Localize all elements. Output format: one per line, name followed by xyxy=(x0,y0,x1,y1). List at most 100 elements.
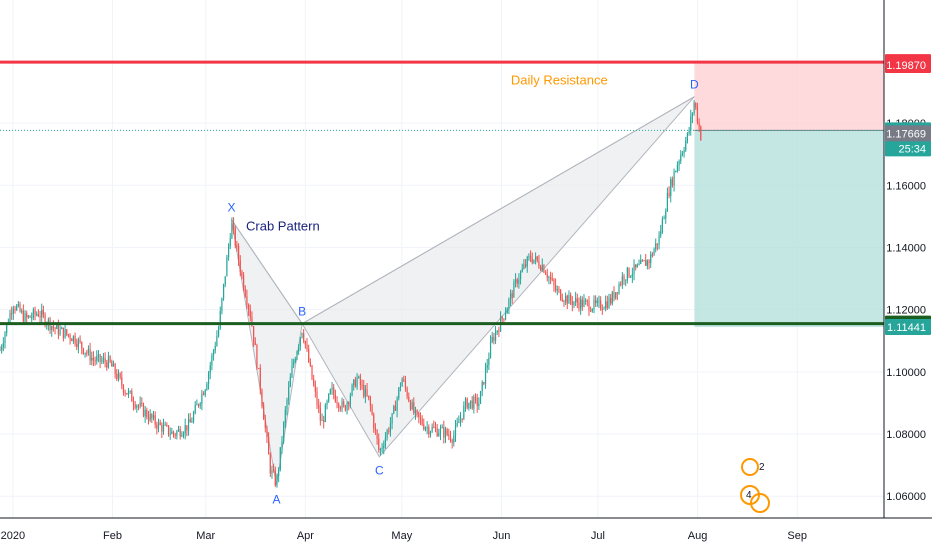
candle-body xyxy=(91,357,93,361)
daily-resistance-label: Daily Resistance xyxy=(511,72,608,87)
price-label: 1.19870 xyxy=(886,60,926,72)
candle-body xyxy=(263,405,265,420)
candle-body xyxy=(14,308,16,310)
candle-body xyxy=(339,407,341,409)
candle-body xyxy=(650,254,652,264)
candle-body xyxy=(394,405,397,411)
candle-body xyxy=(291,365,293,378)
candle-body xyxy=(271,469,273,474)
candle-body xyxy=(383,445,385,448)
candle-body xyxy=(204,390,206,395)
candle-body xyxy=(531,258,533,263)
candle-body xyxy=(47,319,49,325)
price-axis[interactable]: 1.06000 1.08000 1.10000 1.12000 1.14000 1.160… xyxy=(883,0,932,550)
candle-body xyxy=(553,279,555,285)
pattern-point-x: X xyxy=(227,201,235,215)
events-badge[interactable]: 2 4 xyxy=(740,458,770,513)
candle-body xyxy=(401,379,403,387)
candle-body xyxy=(349,395,351,404)
candle-body xyxy=(321,420,323,422)
candle-body xyxy=(174,434,176,436)
candle-body xyxy=(645,260,647,267)
candle-body xyxy=(1,347,3,351)
candle-body xyxy=(354,379,356,387)
price-tick-label: 1.16000 xyxy=(886,180,926,192)
candle-body xyxy=(453,435,455,443)
position-tool[interactable] xyxy=(694,62,884,328)
candle-body xyxy=(408,396,410,402)
candle-body xyxy=(184,425,186,434)
candle-body xyxy=(351,384,353,396)
candle-body xyxy=(503,318,505,320)
pattern-triangle[interactable] xyxy=(230,219,303,486)
candle-body xyxy=(119,373,121,378)
candle-body xyxy=(333,387,335,395)
candle-body xyxy=(166,424,168,426)
pattern-triangle[interactable] xyxy=(301,96,695,458)
candle-body xyxy=(141,402,143,404)
price-tick-label: 1.10000 xyxy=(886,367,926,379)
candle-body xyxy=(186,425,188,431)
candle-body xyxy=(478,403,480,407)
candle-body xyxy=(269,454,271,474)
price-label: 25:34 xyxy=(898,143,926,155)
candle-body xyxy=(298,346,300,352)
candle-body xyxy=(169,433,171,435)
candle-body xyxy=(343,401,345,406)
candle-body xyxy=(11,313,13,315)
candle-body xyxy=(618,284,620,294)
candle-body xyxy=(605,301,607,309)
candle-body xyxy=(603,308,605,310)
candle-body xyxy=(283,422,285,442)
candle-body xyxy=(328,393,330,402)
candle-body xyxy=(578,302,580,309)
candle-body xyxy=(666,192,669,212)
candle-body xyxy=(268,437,270,455)
candle-body xyxy=(116,374,118,379)
candle-body xyxy=(621,276,623,285)
candle-body xyxy=(625,279,627,281)
candle-body xyxy=(237,245,240,261)
candle-body xyxy=(563,301,565,303)
candle-body xyxy=(429,431,432,435)
candle-body xyxy=(660,231,662,236)
price-label: 1.11441 xyxy=(887,322,926,334)
time-tick-label: Apr xyxy=(297,530,314,542)
candle-body xyxy=(316,391,318,406)
candle-body xyxy=(161,424,163,432)
candle-body xyxy=(67,334,70,336)
candle-body xyxy=(591,308,593,311)
candle-body xyxy=(236,245,238,247)
candle-body xyxy=(386,430,388,438)
candle-body xyxy=(229,238,231,247)
candle-body xyxy=(631,274,633,277)
candle-body xyxy=(663,218,665,220)
candle-body xyxy=(77,339,80,347)
time-axis[interactable]: 2020 Feb Mar Apr May Jun Jul Aug Sep xyxy=(0,517,932,550)
candle-body xyxy=(653,249,655,256)
pattern-point-d: D xyxy=(690,78,699,92)
crab-pattern-drawing[interactable]: X A B C D xyxy=(227,78,699,507)
candle-body xyxy=(373,414,375,429)
candle-body xyxy=(207,373,210,385)
candle-body xyxy=(124,392,126,394)
candle-body xyxy=(219,311,221,329)
candle-body xyxy=(511,293,513,298)
candle-body xyxy=(443,427,445,438)
calendar-event-icon[interactable] xyxy=(741,458,759,476)
candle-body xyxy=(456,422,458,426)
horizontal-levels[interactable] xyxy=(0,60,884,326)
candlestick-series xyxy=(0,100,702,488)
candle-body xyxy=(254,341,256,346)
candle-body xyxy=(398,387,400,399)
candle-body xyxy=(570,294,572,302)
candle-body xyxy=(199,403,201,406)
candle-body xyxy=(319,408,321,421)
candle-body xyxy=(326,401,328,405)
time-tick-label: Sep xyxy=(787,530,807,542)
candle-body xyxy=(418,412,420,418)
stop-loss-zone[interactable] xyxy=(694,62,884,131)
candle-body xyxy=(194,405,196,414)
take-profit-zone[interactable] xyxy=(694,130,884,328)
